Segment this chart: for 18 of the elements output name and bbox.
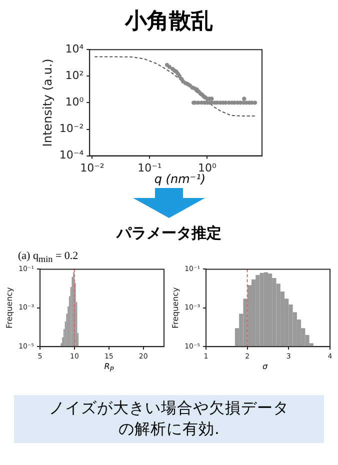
text: ノイズが大きい場合や欠損データの解析に有効. <box>14 395 324 443</box>
y-tick-label: 10² <box>65 69 84 82</box>
text: パラメータ推定 <box>115 224 222 243</box>
x-tick-label: 10⁻² <box>80 161 104 174</box>
x-axis-title: R$_{P}$ <box>103 362 115 374</box>
chart-title: (a) q$_{min}$ = 0.2 <box>18 250 78 264</box>
y-tick-label: 10⁻² <box>59 122 84 136</box>
x-tick-label: 10⁰ <box>198 161 217 174</box>
x-tick-label: 10⁻¹ <box>138 161 162 174</box>
x-axis-title: σ <box>261 362 269 371</box>
chart-title: 小角散乱 <box>124 8 214 36</box>
y-tick-label: 10⁰ <box>65 96 84 109</box>
x-axis-title: q (nm⁻¹) <box>154 172 206 186</box>
y-axis-title: Frequency <box>170 286 180 329</box>
y-tick-label: 10⁻⁴ <box>59 148 84 162</box>
y-tick-label: 10⁴ <box>65 42 84 56</box>
y-axis-title: Intensity (a.u.) <box>40 58 54 147</box>
y-axis-title: Frequency <box>4 286 14 329</box>
